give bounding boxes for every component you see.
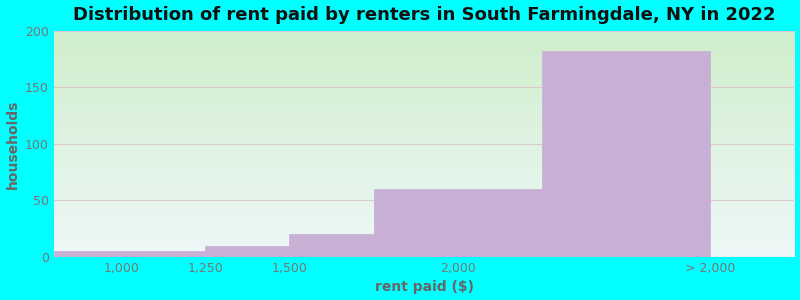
Bar	[542, 51, 710, 257]
Bar	[206, 246, 290, 257]
Title: Distribution of rent paid by renters in South Farmingdale, NY in 2022: Distribution of rent paid by renters in …	[73, 6, 775, 24]
Bar	[374, 189, 542, 257]
Bar	[290, 234, 374, 257]
Y-axis label: households: households	[6, 99, 19, 188]
X-axis label: rent paid ($): rent paid ($)	[374, 280, 474, 294]
Bar	[54, 251, 206, 257]
